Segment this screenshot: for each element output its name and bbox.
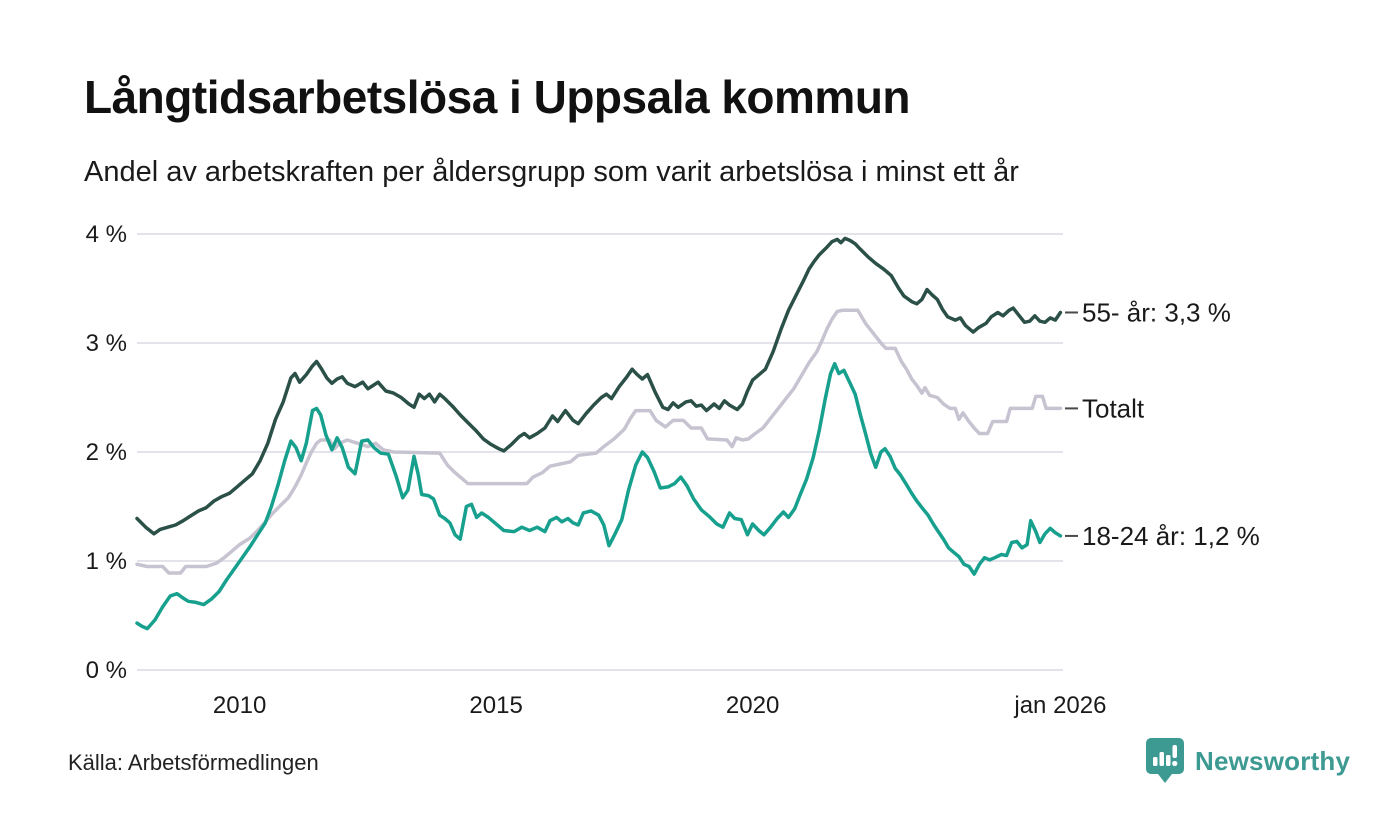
series-line-totalt xyxy=(135,308,1063,575)
y-tick-label: 3 % xyxy=(86,330,127,357)
source-note: Källa: Arbetsförmedlingen xyxy=(68,750,319,775)
brand-link[interactable]: Newsworthy xyxy=(1145,737,1350,785)
x-tick-label: 2020 xyxy=(726,692,779,719)
newsworthy-logo-icon xyxy=(1145,737,1185,785)
page-subtitle: Andel av arbetskraften per åldersgrupp s… xyxy=(84,156,1019,188)
brand-name: Newsworthy xyxy=(1195,745,1351,776)
series-end-label-55-r: 55- år: 3,3 % xyxy=(1082,297,1231,327)
y-tick-label: 4 % xyxy=(86,221,127,248)
x-tick-label: 2015 xyxy=(469,692,522,719)
series-line-55-r xyxy=(135,236,1063,536)
x-tick-label: jan 2026 xyxy=(1013,692,1106,719)
series-end-label-18-24-r: 18-24 år: 1,2 % xyxy=(1082,521,1260,551)
series-end-label-totalt: Totalt xyxy=(1082,393,1145,423)
x-tick-label: 2010 xyxy=(213,692,266,719)
y-tick-label: 1 % xyxy=(86,548,127,575)
page-title: Långtidsarbetslösa i Uppsala kommun xyxy=(84,71,911,123)
series-line-18-24-r xyxy=(135,361,1063,631)
y-tick-label: 2 % xyxy=(86,439,127,466)
y-tick-label: 0 % xyxy=(86,657,127,684)
